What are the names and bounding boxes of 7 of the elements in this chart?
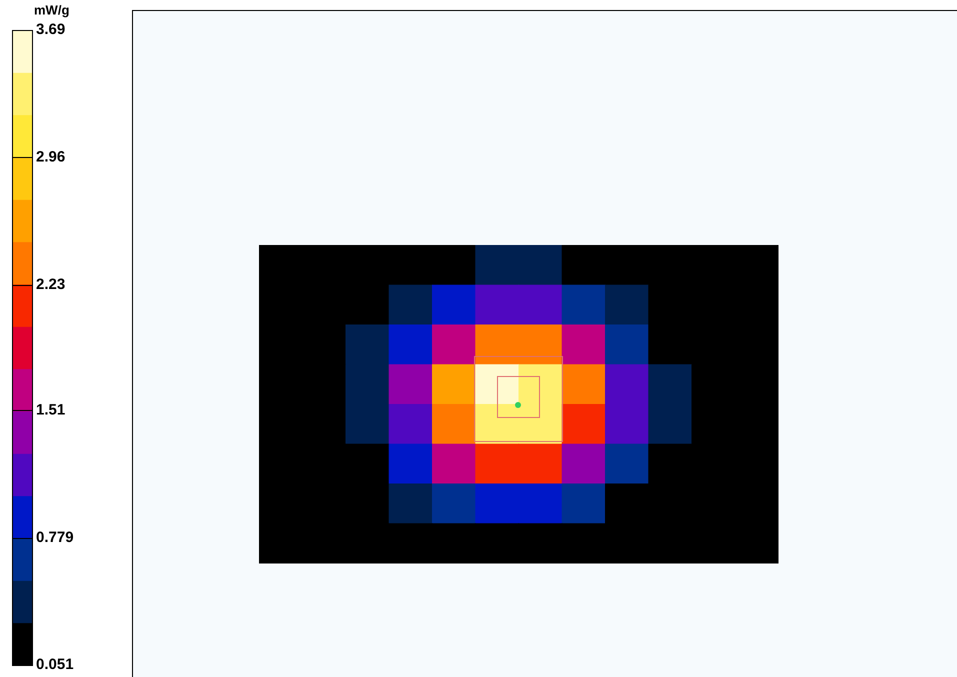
color-bar-label: 2.23 (36, 276, 66, 293)
color-bar-label: 0.779 (36, 529, 74, 546)
color-bar-label: 1.51 (36, 402, 66, 419)
color-bar-label: 0.051 (36, 656, 74, 674)
color-bar-title: mW/g (34, 2, 70, 18)
color-bar-label: 3.69 (36, 21, 66, 38)
color-bar-label: 2.96 (36, 148, 66, 166)
